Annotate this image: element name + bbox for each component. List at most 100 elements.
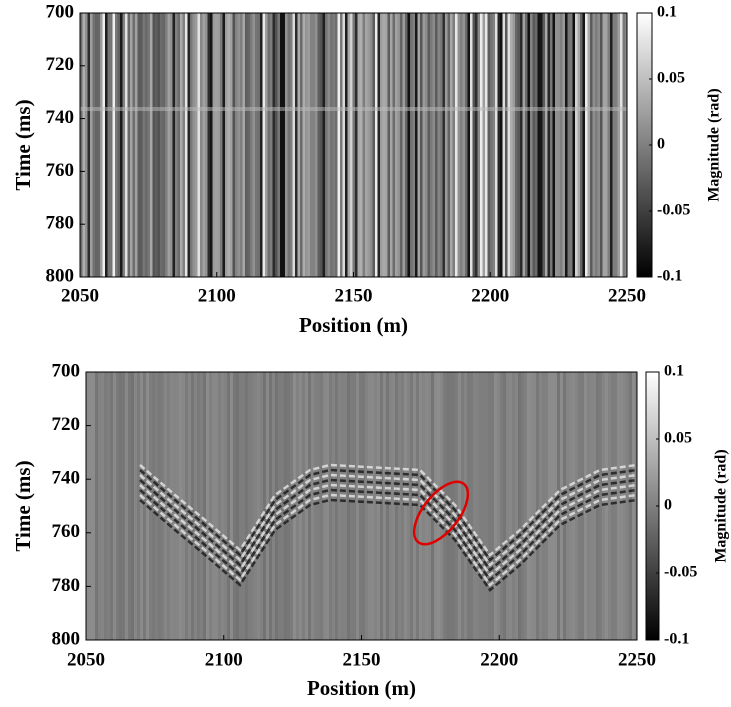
texture	[191, 372, 194, 640]
texture	[80, 13, 83, 277]
colorbar-tick-label: 0.05	[657, 70, 685, 87]
texture	[539, 372, 542, 640]
texture	[325, 13, 328, 277]
texture	[192, 13, 196, 277]
texture	[415, 13, 418, 277]
texture	[515, 13, 518, 277]
texture	[472, 13, 476, 277]
texture	[104, 372, 107, 640]
texture	[550, 13, 553, 277]
texture	[92, 13, 96, 277]
texture	[582, 13, 586, 277]
texture	[82, 13, 86, 277]
texture	[629, 372, 632, 640]
texture	[614, 372, 617, 640]
texture	[617, 13, 621, 277]
texture	[327, 13, 331, 277]
texture	[220, 13, 223, 277]
texture	[245, 372, 248, 640]
highlight-ellipse	[412, 480, 470, 546]
texture	[430, 13, 433, 277]
texture	[435, 13, 438, 277]
texture	[610, 13, 613, 277]
texture	[185, 13, 188, 277]
texture	[101, 372, 104, 640]
colorbar-tick-label: 0	[657, 136, 665, 153]
texture	[187, 13, 191, 277]
texture	[497, 13, 501, 277]
texture	[311, 372, 314, 640]
texture	[395, 13, 398, 277]
texture	[425, 13, 428, 277]
texture	[612, 13, 616, 277]
texture	[224, 372, 227, 640]
texture	[335, 372, 338, 640]
texture	[368, 372, 371, 640]
texture	[317, 372, 320, 640]
texture	[139, 493, 637, 587]
texture	[356, 372, 359, 640]
texture	[517, 13, 521, 277]
texture	[175, 13, 178, 277]
texture	[431, 372, 434, 640]
texture	[350, 372, 353, 640]
texture	[625, 13, 627, 277]
y-axis-title: Time (ms)	[11, 99, 35, 190]
texture	[600, 13, 603, 277]
texture	[257, 372, 260, 640]
texture	[206, 372, 209, 640]
texture	[122, 13, 126, 277]
texture	[158, 372, 161, 640]
texture	[590, 372, 593, 640]
texture	[335, 13, 338, 277]
texture	[522, 13, 526, 277]
texture	[492, 13, 496, 277]
colorbar-tick-label: -0.1	[657, 268, 682, 285]
texture	[100, 13, 103, 277]
texture	[310, 13, 313, 277]
texture	[635, 372, 637, 640]
texture	[152, 13, 156, 277]
texture	[347, 13, 351, 277]
texture	[235, 13, 238, 277]
texture	[239, 372, 242, 640]
texture	[290, 372, 293, 640]
y-tick-label: 720	[46, 54, 75, 75]
texture	[155, 13, 158, 277]
colorbar-tick-label: -0.1	[664, 631, 689, 648]
texture	[139, 498, 637, 592]
texture	[593, 372, 596, 640]
texture	[185, 372, 188, 640]
texture	[412, 13, 416, 277]
texture	[491, 372, 494, 640]
texture	[115, 13, 118, 277]
texture	[575, 372, 578, 640]
y-tick-label: 800	[46, 265, 75, 286]
texture	[611, 372, 614, 640]
texture	[172, 13, 176, 277]
texture	[467, 13, 471, 277]
texture	[597, 13, 601, 277]
texture	[477, 13, 481, 277]
texture	[290, 13, 293, 277]
texture	[230, 13, 233, 277]
texture	[245, 13, 248, 277]
texture	[292, 13, 296, 277]
texture	[461, 372, 464, 640]
texture	[445, 13, 448, 277]
texture	[326, 372, 329, 640]
texture	[107, 13, 111, 277]
texture	[139, 473, 637, 567]
texture	[485, 372, 488, 640]
texture	[195, 13, 198, 277]
texture	[390, 13, 393, 277]
texture	[525, 13, 528, 277]
texture	[425, 372, 428, 640]
texture	[340, 13, 343, 277]
texture	[80, 107, 627, 111]
texture	[165, 13, 168, 277]
texture	[452, 13, 456, 277]
texture	[155, 372, 158, 640]
texture	[527, 372, 530, 640]
colorbar-tick-label: 0.1	[657, 4, 677, 21]
